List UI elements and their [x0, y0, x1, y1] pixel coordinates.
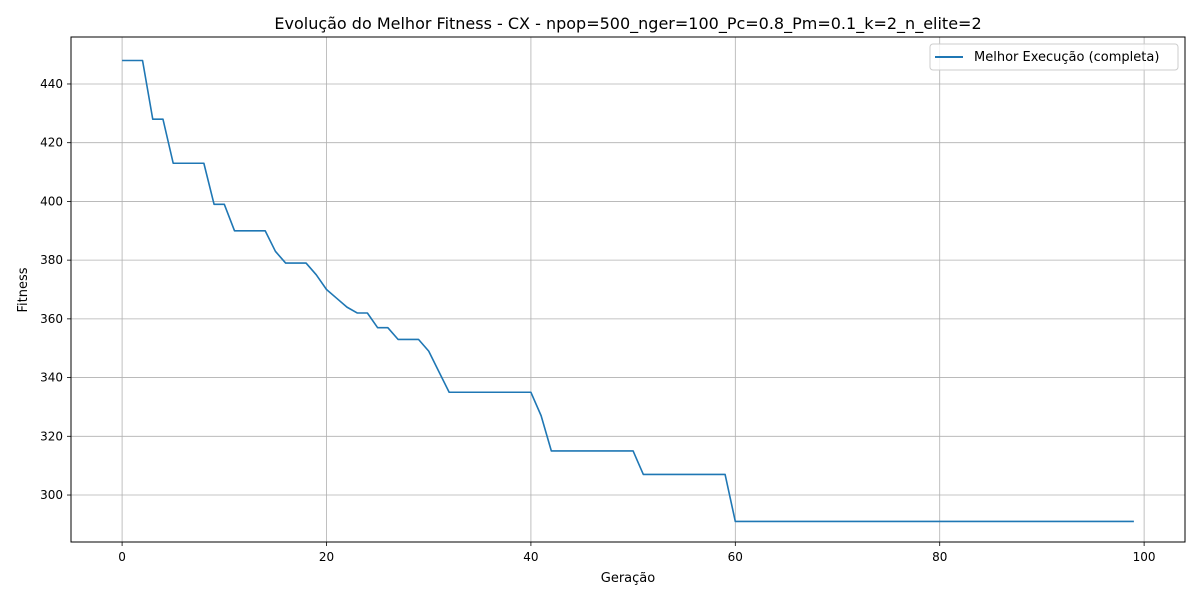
- x-tick-label: 80: [932, 550, 947, 564]
- x-tick-label: 0: [118, 550, 126, 564]
- series-layer: [122, 59, 1134, 523]
- series-line: [122, 59, 1134, 523]
- chart-title: Evolução do Melhor Fitness - CX - npop=5…: [274, 14, 981, 34]
- legend: Melhor Execução (completa): [929, 43, 1179, 71]
- x-axis-ticks: 0 20 40 60 80 100: [118, 542, 1156, 564]
- y-tick-label: 300: [40, 488, 63, 502]
- x-axis-label: Geração: [601, 571, 655, 586]
- plot-area-frame: [70, 36, 1186, 543]
- y-tick-label: 320: [40, 429, 63, 443]
- y-axis-ticks: 300 320 340 360 380 400 420 440: [40, 77, 71, 502]
- grid-lines: [71, 37, 1185, 542]
- x-tick-label: 20: [319, 550, 334, 564]
- y-tick-label: 420: [40, 136, 63, 150]
- x-tick-label: 40: [523, 550, 538, 564]
- y-tick-label: 360: [40, 312, 63, 326]
- y-tick-label: 380: [40, 253, 63, 267]
- y-tick-label: 440: [40, 77, 63, 91]
- y-axis-label: Fitness: [16, 267, 31, 312]
- y-tick-label: 400: [40, 194, 63, 208]
- x-tick-label: 100: [1133, 550, 1156, 564]
- x-tick-label: 60: [728, 550, 743, 564]
- legend-entry-label: Melhor Execução (completa): [974, 50, 1159, 65]
- legend-box: [929, 43, 1179, 71]
- y-tick-label: 340: [40, 371, 63, 385]
